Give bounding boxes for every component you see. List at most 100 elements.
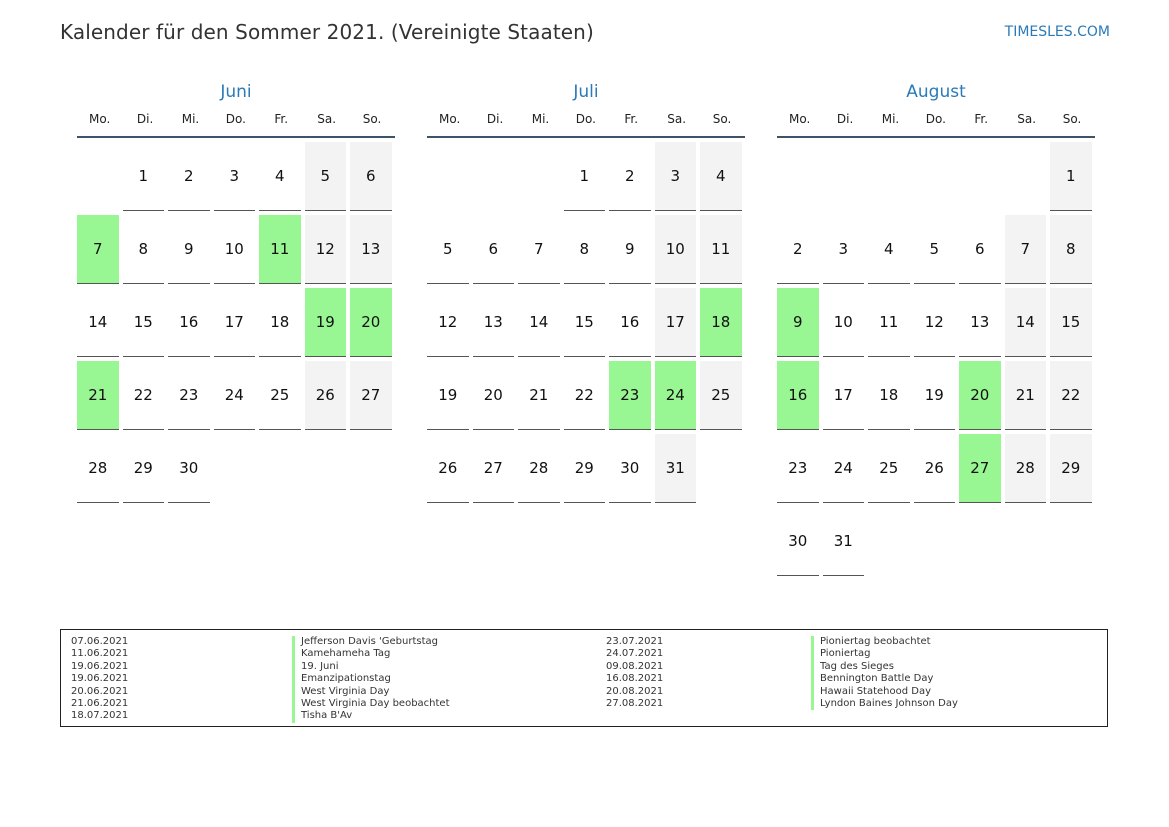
day-cell[interactable]: 31 xyxy=(822,507,864,576)
holiday-day-cell[interactable]: 18 xyxy=(700,288,742,357)
day-cell[interactable]: 1 xyxy=(563,142,605,211)
day-cell[interactable]: 30 xyxy=(609,434,651,503)
day-cell[interactable]: 25 xyxy=(868,434,910,503)
day-cell[interactable]: 23 xyxy=(777,434,819,503)
day-cell[interactable]: 28 xyxy=(1004,434,1046,503)
day-cell[interactable]: 16 xyxy=(609,288,651,357)
legend-holiday-name: Tisha B'Av xyxy=(292,710,450,723)
legend-date: 18.07.2021 xyxy=(71,710,129,722)
day-cell[interactable]: 18 xyxy=(259,288,301,357)
weekday-label: Fr. xyxy=(274,112,289,126)
day-cell[interactable]: 2 xyxy=(168,142,210,211)
day-cell[interactable]: 28 xyxy=(77,434,119,503)
day-cell[interactable]: 1 xyxy=(122,142,164,211)
day-cell[interactable]: 14 xyxy=(77,288,119,357)
day-cell[interactable]: 10 xyxy=(654,215,696,284)
day-cell[interactable]: 22 xyxy=(122,361,164,430)
day-cell[interactable]: 26 xyxy=(427,434,469,503)
day-cell[interactable]: 8 xyxy=(563,215,605,284)
day-cell[interactable]: 21 xyxy=(518,361,560,430)
day-cell[interactable]: 5 xyxy=(913,215,955,284)
day-cell[interactable]: 30 xyxy=(168,434,210,503)
holiday-day-cell[interactable]: 23 xyxy=(609,361,651,430)
day-cell[interactable]: 24 xyxy=(213,361,255,430)
day-cell[interactable]: 6 xyxy=(350,142,392,211)
day-cell[interactable]: 4 xyxy=(259,142,301,211)
day-cell[interactable]: 3 xyxy=(822,215,864,284)
empty-cell xyxy=(518,142,560,211)
day-cell[interactable]: 15 xyxy=(122,288,164,357)
day-cell[interactable]: 27 xyxy=(472,434,514,503)
day-cell[interactable]: 21 xyxy=(1004,361,1046,430)
holiday-day-cell[interactable]: 20 xyxy=(350,288,392,357)
legend-dates-left: 07.06.2021 11.06.2021 19.06.2021 19.06.2021… xyxy=(71,636,128,723)
day-cell[interactable]: 4 xyxy=(700,142,742,211)
day-cell[interactable]: 26 xyxy=(304,361,346,430)
day-cell[interactable]: 16 xyxy=(168,288,210,357)
day-cell[interactable]: 6 xyxy=(959,215,1001,284)
day-cell[interactable]: 7 xyxy=(1004,215,1046,284)
holiday-day-cell[interactable]: 9 xyxy=(777,288,819,357)
day-cell[interactable]: 22 xyxy=(563,361,605,430)
holiday-day-cell[interactable]: 20 xyxy=(959,361,1001,430)
day-cell[interactable]: 15 xyxy=(563,288,605,357)
day-cell[interactable]: 5 xyxy=(304,142,346,211)
day-cell[interactable]: 22 xyxy=(1050,361,1092,430)
day-cell[interactable]: 17 xyxy=(654,288,696,357)
holiday-day-cell[interactable]: 7 xyxy=(77,215,119,284)
day-cell[interactable]: 1 xyxy=(1050,142,1092,211)
day-cell[interactable]: 24 xyxy=(822,434,864,503)
day-cell[interactable]: 15 xyxy=(1050,288,1092,357)
holiday-day-cell[interactable]: 24 xyxy=(654,361,696,430)
day-cell[interactable]: 12 xyxy=(427,288,469,357)
day-cell[interactable]: 11 xyxy=(700,215,742,284)
holiday-day-cell[interactable]: 16 xyxy=(777,361,819,430)
day-cell[interactable]: 17 xyxy=(822,361,864,430)
day-cell[interactable]: 20 xyxy=(472,361,514,430)
day-cell[interactable]: 26 xyxy=(913,434,955,503)
day-cell[interactable]: 13 xyxy=(472,288,514,357)
day-cell[interactable]: 8 xyxy=(122,215,164,284)
day-cell[interactable]: 25 xyxy=(700,361,742,430)
day-cell[interactable]: 18 xyxy=(868,361,910,430)
holiday-day-cell[interactable]: 27 xyxy=(959,434,1001,503)
holiday-day-cell[interactable]: 19 xyxy=(304,288,346,357)
day-cell[interactable]: 17 xyxy=(213,288,255,357)
day-cell[interactable]: 14 xyxy=(518,288,560,357)
day-cell[interactable]: 12 xyxy=(913,288,955,357)
day-cell[interactable]: 30 xyxy=(777,507,819,576)
day-cell[interactable]: 2 xyxy=(609,142,651,211)
day-cell[interactable]: 7 xyxy=(518,215,560,284)
day-cell[interactable]: 10 xyxy=(822,288,864,357)
day-cell[interactable]: 29 xyxy=(122,434,164,503)
day-cell[interactable]: 2 xyxy=(777,215,819,284)
holiday-day-cell[interactable]: 21 xyxy=(77,361,119,430)
day-cell[interactable]: 5 xyxy=(427,215,469,284)
day-cell[interactable]: 4 xyxy=(868,215,910,284)
day-cell[interactable]: 10 xyxy=(213,215,255,284)
day-cell[interactable]: 6 xyxy=(472,215,514,284)
day-cell[interactable]: 11 xyxy=(868,288,910,357)
site-link[interactable]: TIMESLES.COM xyxy=(1004,24,1110,40)
day-cell[interactable]: 25 xyxy=(259,361,301,430)
day-cell[interactable]: 9 xyxy=(168,215,210,284)
month-name: Juli xyxy=(573,82,599,102)
day-cell[interactable]: 9 xyxy=(609,215,651,284)
day-cell[interactable]: 19 xyxy=(427,361,469,430)
day-cell[interactable]: 13 xyxy=(959,288,1001,357)
weekday-label: Sa. xyxy=(1017,112,1037,126)
day-cell[interactable]: 28 xyxy=(518,434,560,503)
day-cell[interactable]: 19 xyxy=(913,361,955,430)
day-cell[interactable]: 12 xyxy=(304,215,346,284)
holiday-day-cell[interactable]: 11 xyxy=(259,215,301,284)
day-cell[interactable]: 31 xyxy=(654,434,696,503)
day-cell[interactable]: 3 xyxy=(654,142,696,211)
day-cell[interactable]: 8 xyxy=(1050,215,1092,284)
day-cell[interactable]: 3 xyxy=(213,142,255,211)
day-cell[interactable]: 23 xyxy=(168,361,210,430)
day-cell[interactable]: 13 xyxy=(350,215,392,284)
day-cell[interactable]: 29 xyxy=(563,434,605,503)
day-cell[interactable]: 27 xyxy=(350,361,392,430)
day-cell[interactable]: 29 xyxy=(1050,434,1092,503)
day-cell[interactable]: 14 xyxy=(1004,288,1046,357)
